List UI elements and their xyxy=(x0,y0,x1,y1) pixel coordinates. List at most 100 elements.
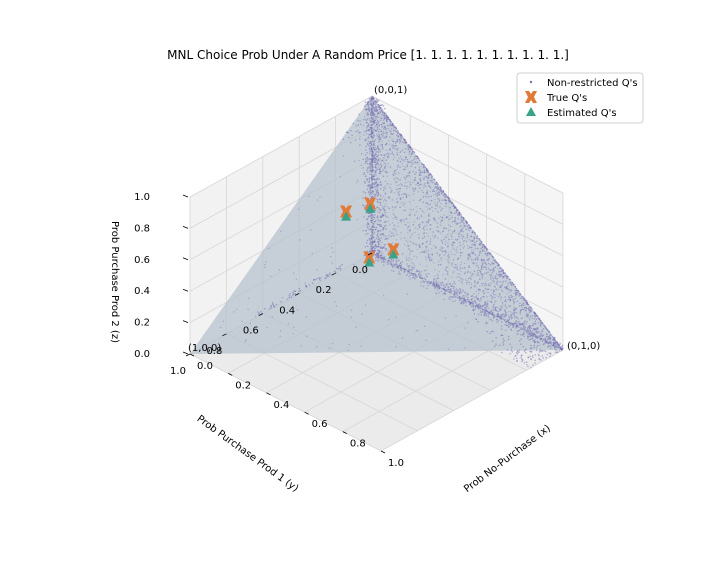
cloud-point xyxy=(347,349,349,351)
cloud-point xyxy=(468,254,470,257)
cloud-point xyxy=(377,229,379,232)
cloud-point xyxy=(371,190,374,192)
cloud-point xyxy=(408,185,411,188)
cloud-point xyxy=(413,267,416,269)
cloud-point xyxy=(483,306,486,308)
cloud-point xyxy=(406,187,408,190)
cloud-point xyxy=(369,169,372,171)
cloud-point xyxy=(520,343,522,345)
cloud-point xyxy=(435,283,438,286)
cloud-point xyxy=(500,316,503,318)
cloud-point xyxy=(371,242,374,245)
cloud-point xyxy=(500,334,503,337)
cloud-point xyxy=(331,247,333,249)
cloud-point xyxy=(398,133,401,136)
cloud-point xyxy=(355,181,358,184)
cloud-point xyxy=(412,159,415,161)
cloud-point xyxy=(517,322,519,324)
cloud-point xyxy=(427,235,430,237)
cloud-point xyxy=(373,247,376,249)
cloud-point xyxy=(437,191,439,194)
cloud-point xyxy=(353,264,355,266)
cloud-point xyxy=(506,285,509,287)
cloud-point xyxy=(556,346,559,349)
cloud-point xyxy=(520,317,522,320)
cloud-point xyxy=(446,285,448,287)
cloud-point xyxy=(534,334,537,336)
cloud-point xyxy=(399,151,401,154)
cloud-point xyxy=(404,142,406,144)
cloud-point xyxy=(414,273,416,275)
cloud-point xyxy=(498,276,501,278)
cloud-point xyxy=(378,257,380,259)
cloud-point xyxy=(414,177,416,179)
cloud-point xyxy=(535,328,537,331)
cloud-point xyxy=(529,338,532,341)
cloud-point xyxy=(519,324,521,326)
cloud-point xyxy=(391,265,394,268)
cloud-point xyxy=(440,257,442,260)
y-axis-label: Prob Purchase Prod 1 (y) xyxy=(195,413,301,494)
cloud-point xyxy=(485,321,488,323)
cloud-point xyxy=(527,356,530,359)
cloud-point xyxy=(458,299,461,301)
cloud-point xyxy=(523,331,526,333)
cloud-point xyxy=(511,295,514,298)
cloud-point xyxy=(305,284,307,287)
cloud-point xyxy=(427,254,430,257)
cloud-point xyxy=(480,273,483,275)
cloud-point xyxy=(541,333,543,335)
cloud-point xyxy=(541,337,543,340)
cloud-point xyxy=(493,301,496,304)
cloud-point xyxy=(490,289,492,291)
cloud-point xyxy=(431,253,433,256)
cloud-point xyxy=(414,179,416,181)
cloud-point xyxy=(559,347,561,350)
cloud-point xyxy=(396,159,398,162)
cloud-point xyxy=(398,194,400,197)
cloud-point xyxy=(439,206,441,208)
cloud-point xyxy=(429,240,432,243)
cloud-point xyxy=(453,280,455,283)
cloud-point xyxy=(508,288,511,291)
cloud-point xyxy=(453,230,456,232)
cloud-point xyxy=(425,221,428,223)
cloud-point xyxy=(448,200,450,202)
cloud-point xyxy=(471,294,474,297)
cloud-point xyxy=(383,198,386,201)
cloud-point xyxy=(390,124,392,127)
cloud-point xyxy=(447,197,450,199)
cloud-point xyxy=(384,112,387,115)
cloud-point xyxy=(492,262,494,264)
cloud-point xyxy=(369,100,371,102)
cloud-point xyxy=(432,280,435,282)
cloud-point xyxy=(491,297,493,300)
cloud-point xyxy=(468,301,470,304)
cloud-point xyxy=(387,127,389,130)
cloud-point xyxy=(376,109,378,112)
cloud-point xyxy=(466,236,468,239)
cloud-point xyxy=(385,228,388,230)
cloud-point xyxy=(475,265,478,267)
cloud-point xyxy=(444,293,446,295)
cloud-point xyxy=(508,296,511,299)
cloud-point xyxy=(379,138,382,141)
cloud-point xyxy=(458,279,460,282)
cloud-point xyxy=(425,246,427,249)
cloud-point xyxy=(403,176,405,179)
cloud-point xyxy=(339,265,341,268)
cloud-point xyxy=(453,270,455,273)
cloud-point xyxy=(476,298,479,301)
cloud-point xyxy=(397,131,399,134)
cloud-point xyxy=(554,351,557,354)
cloud-point xyxy=(509,282,512,284)
cloud-point xyxy=(247,308,249,311)
cloud-point xyxy=(382,128,385,130)
cloud-point xyxy=(386,132,388,135)
cloud-point xyxy=(555,340,558,343)
cloud-point xyxy=(379,170,382,173)
cloud-point xyxy=(412,223,415,226)
cloud-point xyxy=(410,161,413,164)
cloud-point xyxy=(557,344,560,346)
cloud-point xyxy=(378,211,381,214)
